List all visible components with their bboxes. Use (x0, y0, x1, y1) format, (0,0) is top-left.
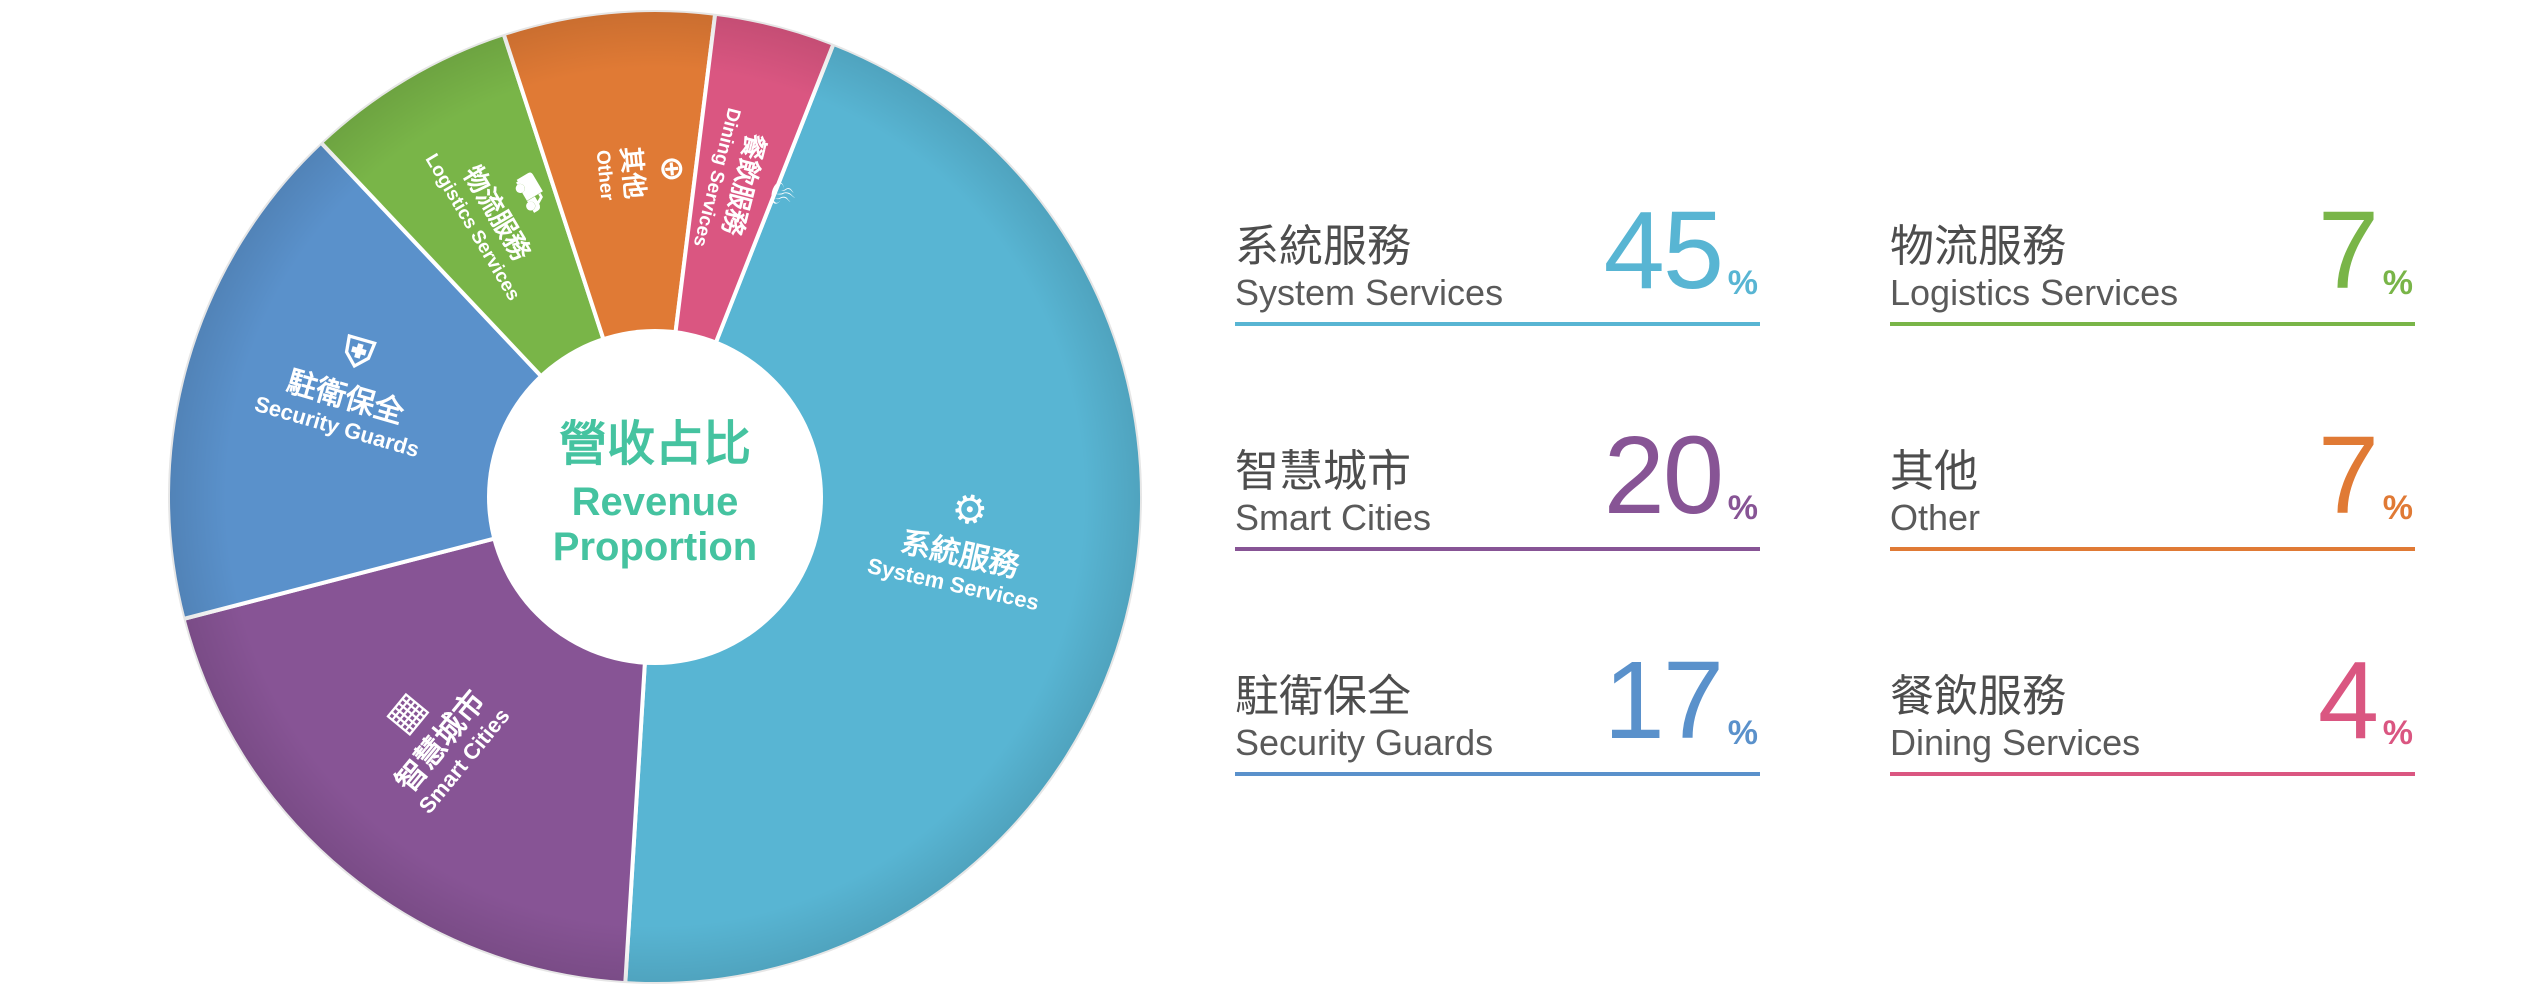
plus-circle-icon: ⊕ (652, 154, 692, 184)
legend-underline (1890, 547, 2415, 551)
legend-unit: % (2382, 264, 2413, 302)
legend-value: 20 (1603, 414, 1724, 537)
legend-underline (1235, 772, 1760, 776)
legend-label-en: Logistics Services (1890, 272, 2179, 313)
legend-value: 17 (1603, 639, 1724, 762)
legend-label-zh: 駐衛保全 (1235, 671, 1411, 722)
legend-unit: % (2382, 489, 2413, 527)
legend-label-en: Dining Services (1890, 722, 2141, 763)
legend-label-en: Security Guards (1235, 722, 1494, 763)
legend-value: 7 (2317, 414, 2379, 537)
legend-label-zh: 物流服務 (1890, 221, 2066, 272)
center-label-zh: 營收占比 (559, 416, 751, 472)
legend-underline (1890, 772, 2415, 776)
legend-unit: % (1727, 714, 1758, 752)
legend-label-zh: 智慧城市 (1235, 446, 1411, 497)
legend-item-system: 系統服務 System Services 45 % (1235, 196, 1760, 340)
center-hole (487, 329, 823, 665)
legend-label-zh: 系統服務 (1235, 221, 1411, 272)
legend-item-dining: 餐飲服務 Dining Services 4 % (1890, 646, 2415, 790)
legend-value: 45 (1603, 189, 1724, 312)
center-label-en-line2: Proportion (553, 525, 757, 569)
legend-item-other: 其他 Other 7 % (1890, 421, 2415, 565)
legend-item-security: 駐衛保全 Security Guards 17 % (1235, 646, 1760, 790)
legend-label-zh: 其他 (1890, 446, 1978, 497)
legend-item-smart-cities: 智慧城市 Smart Cities 20 % (1235, 421, 1760, 565)
legend-unit: % (1727, 489, 1758, 527)
legend-label-en: Other (1890, 497, 1981, 538)
slice-label-en: Other (592, 149, 618, 202)
slice-label-zh: 其他 (614, 145, 649, 200)
legend-item-logistics: 物流服務 Logistics Services 7 % (1890, 196, 2415, 340)
legend-underline (1890, 322, 2415, 326)
legend-label-en: Smart Cities (1235, 497, 1432, 538)
legend-underline (1235, 322, 1760, 326)
legend-unit: % (2382, 714, 2413, 752)
legend-value: 4 (2317, 639, 2379, 762)
center-label-en-line1: Revenue (572, 480, 739, 524)
legend-unit: % (1727, 264, 1758, 302)
legend-underline (1235, 547, 1760, 551)
legend-label-zh: 餐飲服務 (1890, 671, 2066, 722)
legend-value: 7 (2317, 189, 2379, 312)
legend-label-en: System Services (1235, 272, 1504, 313)
